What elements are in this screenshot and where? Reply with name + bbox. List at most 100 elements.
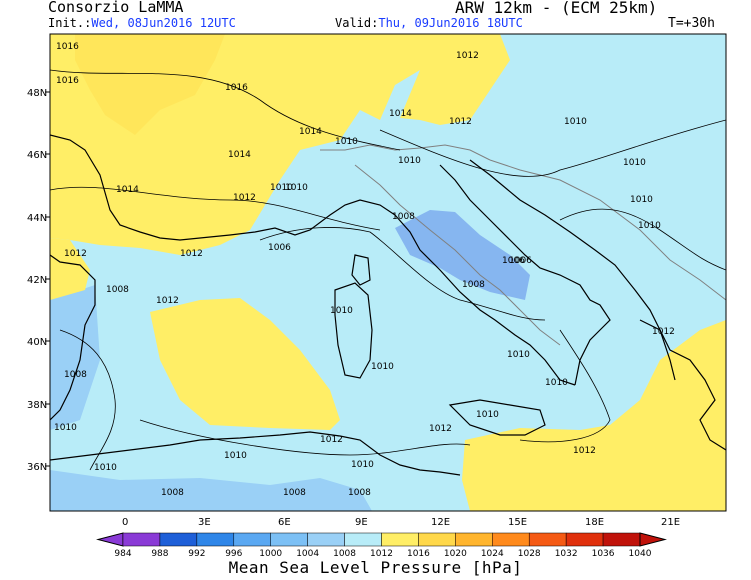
isobar-label: 1010 — [476, 410, 499, 420]
colorbar-segment — [602, 532, 641, 547]
lat-tick: 38N — [27, 400, 47, 411]
isobar-label: 1010 — [330, 306, 353, 316]
pressure-1012-1016-area — [400, 34, 510, 125]
colorbar-label: 1028 — [518, 549, 541, 559]
latitude-axis: 48N 46N 44N 42N 40N 38N 36N — [27, 88, 50, 473]
colorbar-label: 1024 — [481, 549, 504, 559]
isobar-label: 1012 — [449, 117, 472, 127]
isobar-label: 1010 — [54, 423, 77, 433]
isobar-labels: 1016 1016 1016 1014 1014 1012 1012 1014 … — [54, 42, 675, 498]
coastline-adriatic-east — [469, 159, 676, 381]
isobar-label: 1016 — [225, 83, 248, 93]
colorbar-segment — [492, 532, 530, 547]
isobar-label: 1010 — [351, 460, 374, 470]
model-title: ARW 12km - (ECM 25km) — [455, 0, 658, 17]
coastline-spain — [50, 254, 96, 421]
lon-tick: 9E — [355, 517, 368, 528]
colorbar-label: 1012 — [370, 549, 393, 559]
lon-tick: 6E — [278, 517, 291, 528]
colorbar-label: 992 — [188, 549, 205, 559]
isobar-label: 1006 — [509, 256, 532, 266]
colorbar-label: 1004 — [296, 549, 319, 559]
lat-tick: 48N — [27, 88, 47, 99]
isobar-label: 1014 — [116, 185, 139, 195]
colorbar-label: 1016 — [407, 549, 430, 559]
isobar-label: 1010 — [564, 117, 587, 127]
isobar-lines — [50, 69, 726, 471]
isobar-label: 1008 — [462, 280, 485, 290]
coastlines — [50, 134, 726, 476]
colorbar-title: Mean Sea Level Pressure [hPa] — [228, 558, 523, 577]
colorbar-segment — [233, 532, 271, 547]
lat-tick: 44N — [27, 213, 47, 224]
isobar-label: 1012 — [429, 424, 452, 434]
forecast-step: T=+30h — [668, 16, 715, 31]
pressure-1012-1016-area — [50, 238, 90, 300]
isobar-line — [559, 208, 726, 271]
isobar-label: 1010 — [398, 156, 421, 166]
border-italy-inner — [354, 164, 561, 346]
isobar-label: 1014 — [228, 150, 251, 160]
isobar-label: 1006 — [502, 256, 525, 266]
colorbar-label: 1036 — [592, 549, 615, 559]
coastline-africa — [50, 431, 461, 476]
isobar-label: 1012 — [180, 249, 203, 259]
colorbar-segment — [528, 532, 567, 547]
country-borders — [320, 144, 726, 346]
lon-tick: 12E — [431, 517, 450, 528]
colorbar-segment — [196, 532, 235, 547]
isobar-label: 1014 — [299, 127, 322, 137]
isobar-label: 1010 — [94, 463, 117, 473]
coastline-sardinia — [334, 282, 373, 379]
isobar-label: 1010 — [545, 378, 568, 388]
isobar-label: 1014 — [389, 109, 412, 119]
init-label: Init.: — [48, 16, 92, 30]
init-value: Wed, 08Jun2016 12UTC — [91, 16, 236, 30]
colorbar-label: 1032 — [555, 549, 578, 559]
longitude-axis: 0 3E 6E 9E 12E 15E 18E 21E — [122, 517, 680, 528]
pressure-colorbar: 984 988 992 996 1000 1004 1008 1012 1016 1020 1024… — [96, 532, 667, 559]
coastline-corsica — [351, 254, 371, 286]
isobar-label: 1010 — [507, 350, 530, 360]
isobar-label: 1008 — [64, 370, 87, 380]
coastline-italy-east — [439, 164, 611, 386]
colorbar-segment — [159, 532, 198, 547]
isobar-label: 1016 — [56, 76, 79, 86]
valid-time: Valid:Thu, 09Jun2016 18UTC — [335, 16, 523, 30]
isobar-line — [59, 329, 116, 471]
isobar-label: 1010 — [638, 221, 661, 231]
map-frame — [49, 33, 727, 512]
colorbar-segment — [270, 532, 308, 547]
pressure-1016-1020-area — [75, 34, 225, 135]
coastline-greece — [639, 319, 726, 451]
colorbar-label: 1008 — [333, 549, 356, 559]
isobar-label: 1008 — [348, 488, 371, 498]
isobar-label: 1012 — [320, 435, 343, 445]
isobar-label: 1012 — [456, 51, 479, 61]
valid-value: Thu, 09Jun2016 18UTC — [378, 16, 523, 30]
lat-tick: 46N — [27, 150, 47, 161]
colorbar-label: 1020 — [444, 549, 467, 559]
lon-tick: 18E — [585, 517, 604, 528]
colorbar-label: 1040 — [629, 549, 652, 559]
isobar-label: 1012 — [233, 193, 256, 203]
lon-tick: 3E — [198, 517, 211, 528]
colorbar-segment — [307, 532, 345, 547]
brand-title: Consorzio LaMMA — [48, 0, 184, 16]
valid-label: Valid: — [335, 16, 379, 30]
colorbar-segment — [418, 532, 456, 547]
isobar-label: 1010 — [224, 451, 247, 461]
pressure-1004-1008-area — [50, 470, 372, 511]
lat-tick: 42N — [27, 275, 47, 286]
lon-tick: 15E — [508, 517, 527, 528]
coastline-sicily — [448, 399, 546, 436]
pressure-1012-1016-area — [462, 320, 726, 511]
coastline-france-spain — [50, 134, 396, 241]
colorbar-label: 1000 — [259, 549, 282, 559]
border-balkans — [489, 159, 726, 301]
colorbar-arrow-high — [639, 532, 667, 547]
colorbar-segment — [565, 532, 604, 547]
colorbar-segment — [455, 532, 493, 547]
isobar-line — [519, 329, 611, 443]
